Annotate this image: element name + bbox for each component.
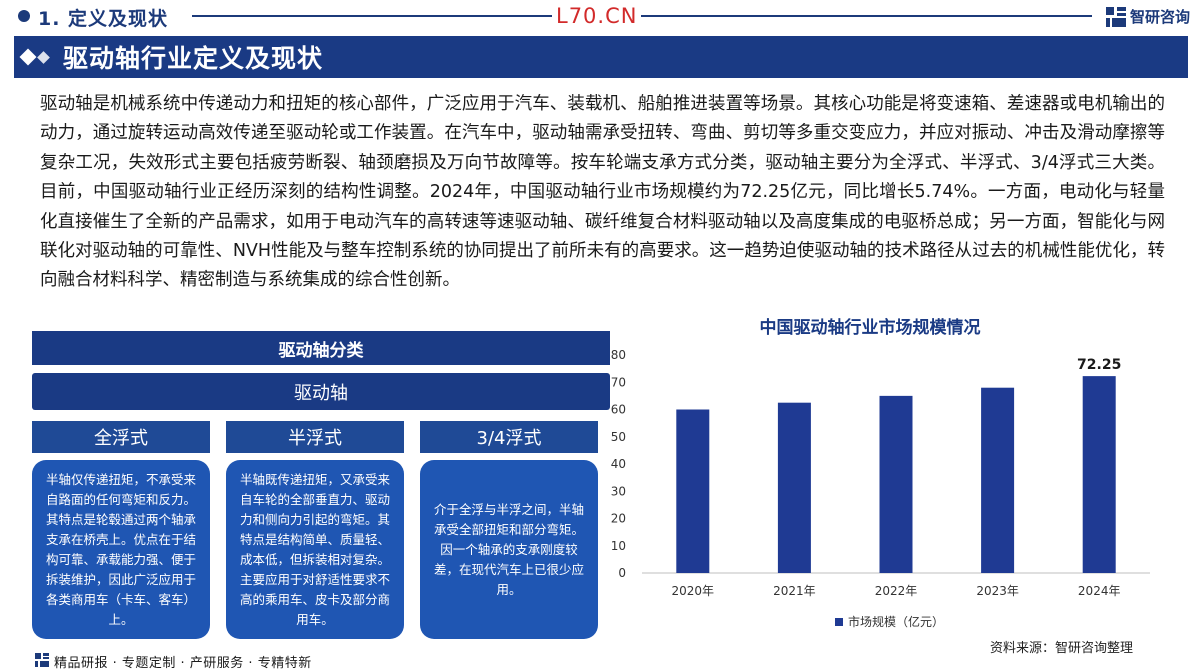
x-tick-label: 2023年 [976, 584, 1019, 598]
type-semi-floating: 半浮式 [226, 421, 404, 453]
y-tick-label: 60 [611, 403, 626, 417]
chart-title: 中国驱动轴行业市场规模情况 [759, 318, 981, 338]
bar [676, 409, 710, 573]
legend-swatch [835, 618, 843, 626]
legend-label: 市场规模（亿元） [848, 614, 944, 629]
section-heading: 1. 定义及现状 [38, 8, 169, 30]
title-bar: 驱动轴行业定义及现状 [14, 36, 1188, 78]
source-note: 资料来源：智研咨询整理 [990, 641, 1134, 656]
footer-services: 精品研报 · 专题定制 · 产研服务 · 专精特新 [54, 656, 312, 671]
intro-paragraph: 驱动轴是机械系统中传递动力和扭矩的核心部件，广泛应用于汽车、装载机、船舶推进装置… [40, 94, 1165, 291]
desc-semi-floating: 半轴既传递扭矩，又承受来自车轮的全部垂直力、驱动力和侧向力引起的弯矩。其特点是结… [226, 460, 404, 639]
section-dot-icon [18, 10, 30, 22]
top-bar: 1. 定义及现状 L70.CN 智研咨询 [0, 0, 1200, 34]
desc-three-quarter-floating: 介于全浮与半浮之间，半轴承受全部扭矩和部分弯矩。因一个轴承的支承刚度较差，在现代… [420, 460, 598, 639]
classification-heading: 驱动轴分类 [32, 331, 610, 365]
y-tick-label: 30 [611, 484, 626, 498]
y-tick-label: 50 [611, 430, 626, 444]
watermark-text: L70.CN [552, 4, 642, 28]
footer: 精品研报 · 专题定制 · 产研服务 · 专精特新 [0, 648, 1200, 672]
footer-logo-icon [35, 653, 49, 667]
x-tick-label: 2024年 [1078, 584, 1121, 598]
y-tick-label: 70 [611, 375, 626, 389]
brand-logo-icon [1106, 6, 1126, 27]
page-title: 驱动轴行业定义及现状 [63, 44, 324, 73]
header-rule [192, 15, 1092, 17]
diamond-icon [19, 48, 53, 66]
y-tick-label: 10 [611, 539, 626, 553]
y-tick-label: 0 [618, 566, 626, 580]
y-tick-label: 20 [611, 512, 626, 526]
bar [777, 402, 811, 573]
type-three-quarter-floating: 3/4浮式 [420, 421, 598, 453]
brand[interactable]: 智研咨询 [1100, 6, 1191, 27]
classification-root: 驱动轴 [32, 373, 610, 410]
market-size-bar-chart: 0 10 20 30 40 50 60 70 80 2020年 2021年 2022年 2023年 202… [611, 348, 1150, 629]
brand-name: 智研咨询 [1130, 8, 1191, 26]
type-full-floating: 全浮式 [32, 421, 210, 453]
bar [1082, 376, 1116, 573]
x-tick-label: 2020年 [672, 584, 715, 598]
data-label: 72.25 [1077, 357, 1121, 373]
y-tick-label: 80 [611, 348, 626, 362]
desc-full-floating: 半轴仅传递扭矩，不承受来自路面的任何弯矩和反力。其特点是轮毂通过两个轴承支承在桥… [32, 460, 210, 639]
bar [879, 395, 913, 573]
x-tick-label: 2021年 [773, 584, 816, 598]
y-tick-label: 40 [611, 457, 626, 471]
x-tick-label: 2022年 [875, 584, 918, 598]
bar [981, 387, 1015, 573]
